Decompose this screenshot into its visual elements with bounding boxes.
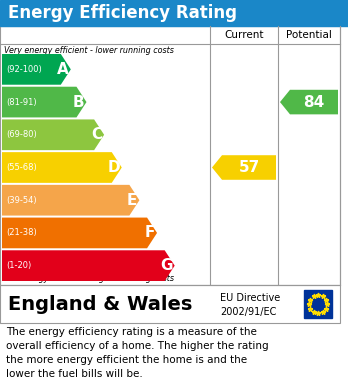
Text: G: G (160, 258, 173, 273)
Polygon shape (2, 185, 140, 215)
Text: (81-91): (81-91) (6, 98, 37, 107)
Text: lower the fuel bills will be.: lower the fuel bills will be. (6, 369, 143, 379)
Text: D: D (107, 160, 120, 175)
Text: (92-100): (92-100) (6, 65, 42, 74)
Polygon shape (2, 54, 71, 85)
Polygon shape (2, 87, 87, 117)
Polygon shape (280, 90, 338, 114)
Text: Not energy efficient - higher running costs: Not energy efficient - higher running co… (4, 274, 174, 283)
Bar (0, 0, 348, 26)
Text: (55-68): (55-68) (6, 163, 37, 172)
Polygon shape (2, 119, 104, 150)
Bar (0, 26, 340, 285)
Text: England & Wales: England & Wales (8, 294, 192, 314)
Text: B: B (73, 95, 85, 109)
Polygon shape (2, 152, 122, 183)
Text: the more energy efficient the home is and the: the more energy efficient the home is an… (6, 355, 247, 365)
Text: overall efficiency of a home. The higher the rating: overall efficiency of a home. The higher… (6, 341, 269, 351)
Polygon shape (212, 155, 276, 180)
Text: (21-38): (21-38) (6, 228, 37, 237)
Bar (0, 285, 340, 323)
Text: 2002/91/EC: 2002/91/EC (220, 307, 276, 317)
Text: (69-80): (69-80) (6, 130, 37, 139)
Text: 57: 57 (238, 160, 260, 175)
Text: EU Directive: EU Directive (220, 293, 280, 303)
Polygon shape (2, 250, 175, 281)
Text: Potential: Potential (286, 30, 332, 40)
Text: C: C (91, 127, 102, 142)
Text: The energy efficiency rating is a measure of the: The energy efficiency rating is a measur… (6, 327, 257, 337)
Bar (304, 290, 332, 318)
Polygon shape (2, 217, 157, 248)
Text: Very energy efficient - lower running costs: Very energy efficient - lower running co… (4, 46, 174, 55)
Text: (39-54): (39-54) (6, 196, 37, 205)
Text: (1-20): (1-20) (6, 261, 31, 270)
Text: E: E (127, 193, 137, 208)
Text: Energy Efficiency Rating: Energy Efficiency Rating (8, 4, 237, 22)
Text: A: A (57, 62, 69, 77)
Text: 84: 84 (303, 95, 325, 109)
Text: F: F (145, 226, 155, 240)
Text: Current: Current (224, 30, 264, 40)
